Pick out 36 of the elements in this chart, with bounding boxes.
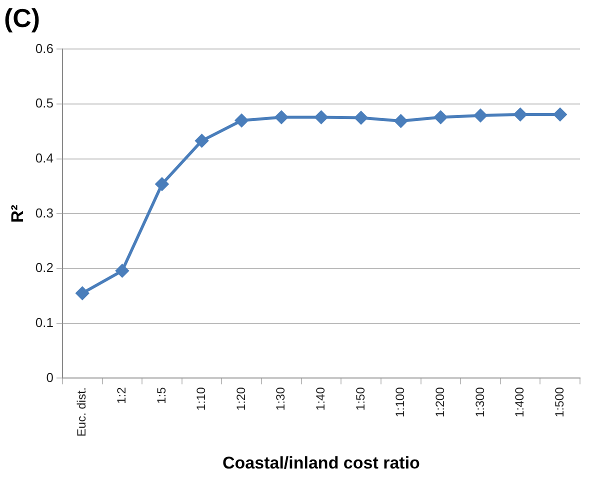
point	[394, 114, 408, 128]
x-tick-label: 1:20	[234, 386, 248, 411]
y-tick-label: 0.1	[35, 314, 54, 330]
x-tick-label: 1:200	[432, 386, 447, 418]
point	[76, 286, 89, 300]
x-tick-label: 1:100	[393, 386, 408, 418]
x-tick-label: 1:40	[314, 386, 328, 411]
point	[274, 110, 288, 124]
x-tick-label: 1:500	[552, 386, 566, 418]
x-tick-label: 1:300	[472, 386, 487, 418]
point	[354, 111, 368, 124]
x-tick-label: 1:5	[154, 386, 168, 404]
x-tick-label: Euc. dist.	[74, 387, 89, 437]
point	[195, 134, 208, 148]
point	[235, 114, 248, 127]
x-tick-label: 1:30	[274, 386, 288, 411]
point	[116, 264, 129, 278]
y-tick-label: 0.2	[35, 260, 54, 276]
y-axis-title: R²	[8, 204, 27, 223]
y-tick-label: 0.4	[35, 150, 54, 166]
point	[554, 108, 567, 121]
x-tick-label: 1:50	[353, 386, 368, 411]
x-tick-label: 1:2	[114, 386, 128, 404]
point	[434, 110, 448, 124]
point	[155, 178, 168, 191]
x-tick-label: 1:10	[194, 386, 208, 411]
point	[314, 110, 328, 124]
y-tick-label: 0.3	[35, 205, 54, 220]
y-tick-label: 0.6	[35, 40, 54, 56]
chart-title: (C)	[4, 2, 40, 33]
x-tick-label: 1:400	[512, 386, 527, 418]
x-axis-title: Coastal/inland cost ratio	[222, 453, 420, 472]
y-tick-label: 0	[46, 370, 54, 385]
point	[514, 108, 527, 121]
point	[474, 109, 487, 122]
y-tick-label: 0.5	[35, 96, 54, 111]
